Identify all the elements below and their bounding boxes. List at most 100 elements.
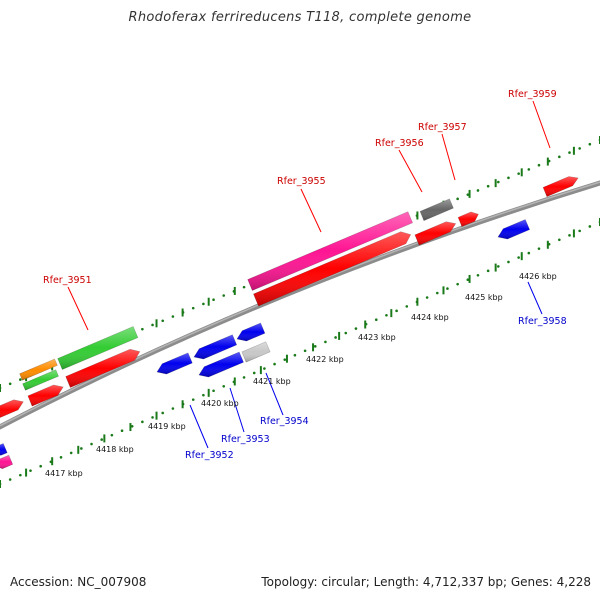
genome-summary: Topology: circular; Length: 4,712,337 bp… bbox=[261, 575, 591, 589]
genome-backbone bbox=[0, 180, 600, 430]
scale-dot-lower bbox=[202, 393, 205, 397]
gene-label-forward: Rfer_3957 bbox=[418, 122, 467, 133]
scale-dot-upper bbox=[476, 189, 480, 192]
scale-dot-upper bbox=[19, 378, 22, 381]
scale-dot-upper bbox=[568, 151, 571, 154]
scale-dot-lower bbox=[303, 349, 307, 353]
scale-dot-lower bbox=[486, 269, 490, 273]
scale-dot-lower bbox=[69, 451, 73, 455]
scale-dot-lower bbox=[324, 340, 327, 344]
scale-dot-lower bbox=[110, 433, 114, 437]
scale-dot-upper bbox=[191, 306, 195, 310]
gene-block-shade bbox=[420, 198, 454, 221]
kbp-label: 4419 kbp bbox=[148, 422, 186, 431]
scale-dot-lower bbox=[120, 429, 124, 433]
scale-dot-lower bbox=[100, 438, 103, 441]
scale-dot-upper bbox=[558, 155, 561, 159]
scale-dot-lower bbox=[446, 287, 449, 290]
scale-dot-lower bbox=[476, 273, 480, 277]
scale-dot-lower bbox=[395, 309, 398, 313]
scale-dot-lower bbox=[558, 238, 561, 242]
scale-dot-lower bbox=[141, 420, 144, 424]
leader-line-reverse bbox=[229, 387, 245, 433]
scale-dot-upper bbox=[212, 298, 215, 302]
scale-dot-lower bbox=[527, 251, 531, 255]
gene-block-shade bbox=[57, 326, 138, 370]
scale-dot-lower bbox=[29, 469, 32, 472]
scale-dot-upper bbox=[537, 163, 541, 167]
scale-dot-lower bbox=[588, 225, 592, 228]
scale-dot-lower bbox=[507, 260, 510, 264]
leader-line-forward bbox=[398, 149, 423, 193]
scale-dot-lower bbox=[222, 385, 226, 388]
scale-dot-lower bbox=[263, 367, 266, 370]
scale-dot-upper bbox=[588, 142, 592, 146]
leader-line-forward bbox=[532, 100, 551, 149]
scale-dot-lower bbox=[435, 291, 439, 295]
scale-dot-lower bbox=[80, 447, 83, 450]
gene-label-forward: Rfer_3951 bbox=[43, 275, 92, 286]
kbp-label: 4420 kbp bbox=[201, 399, 239, 408]
scale-dot-lower bbox=[90, 442, 93, 446]
leader-line-forward bbox=[441, 133, 456, 181]
scale-dot-upper bbox=[222, 294, 226, 297]
scale-dot-lower bbox=[497, 265, 500, 268]
scale-dot-lower bbox=[39, 464, 42, 468]
scale-dot-lower bbox=[242, 376, 246, 379]
scale-dot-upper bbox=[141, 327, 144, 331]
scale-dot-lower bbox=[344, 331, 348, 335]
scale-dot-upper bbox=[517, 172, 520, 175]
kbp-label: 4423 kbp bbox=[358, 333, 396, 342]
gene-block-shade bbox=[247, 211, 413, 291]
scale-dot-lower bbox=[334, 336, 337, 339]
scale-dot-upper bbox=[527, 168, 531, 171]
map-title: Rhodoferax ferrireducens T118, complete … bbox=[128, 10, 472, 25]
kbp-label: 4418 kbp bbox=[96, 445, 134, 454]
gene-arrow-forward-shade bbox=[65, 349, 140, 388]
scale-dot-upper bbox=[507, 176, 510, 180]
kbp-label: 4424 kbp bbox=[411, 313, 449, 322]
gene-label-forward: Rfer_3959 bbox=[508, 89, 557, 100]
scale-dot-upper bbox=[242, 285, 246, 289]
gene-block-shade bbox=[22, 369, 59, 391]
gene-arrow-reverse-shade bbox=[157, 352, 193, 374]
scale-dot-lower bbox=[212, 389, 215, 393]
scale-dot-lower bbox=[466, 278, 470, 282]
kbp-label: 4422 kbp bbox=[306, 355, 344, 364]
scale-dot-lower bbox=[456, 282, 459, 286]
gene-arrow-forward-shade bbox=[253, 231, 411, 306]
leader-line-forward bbox=[67, 286, 89, 331]
scale-dot-upper bbox=[497, 180, 500, 184]
gene-label-reverse: Rfer_3953 bbox=[221, 434, 270, 445]
scale-dot-upper bbox=[161, 319, 165, 323]
scale-dot-lower bbox=[8, 478, 12, 481]
gene-block-shade bbox=[241, 341, 271, 363]
scale-dot-upper bbox=[202, 302, 205, 306]
scale-dot-upper bbox=[8, 382, 12, 386]
gene-label-reverse: Rfer_3958 bbox=[518, 316, 567, 327]
scale-dot-lower bbox=[385, 313, 388, 317]
genome-backbone-highlight bbox=[0, 181, 600, 427]
gene-arrow-reverse-shade bbox=[498, 219, 530, 239]
kbp-label: 4425 kbp bbox=[465, 293, 503, 302]
gene-arrow-forward-shade bbox=[414, 221, 456, 246]
gene-arrow-forward-shade bbox=[458, 211, 479, 227]
gene-arrow-forward-shade bbox=[27, 385, 64, 407]
gene-arrow-reverse-shade bbox=[194, 334, 237, 359]
gene-label-reverse: Rfer_3954 bbox=[260, 416, 309, 427]
scale-dot-lower bbox=[19, 473, 22, 477]
gene-arrow-forward-shade bbox=[0, 399, 24, 418]
leader-line-reverse bbox=[527, 281, 543, 315]
scale-dot-lower bbox=[293, 353, 297, 357]
gene-arrow-reverse-shade bbox=[237, 323, 265, 341]
scale-dot-upper bbox=[486, 184, 490, 188]
scale-dot-lower bbox=[578, 229, 581, 233]
scale-dot-lower bbox=[405, 305, 409, 308]
scale-dot-lower bbox=[151, 416, 154, 419]
scale-dot-upper bbox=[578, 147, 581, 150]
gene-label-forward: Rfer_3956 bbox=[375, 138, 424, 149]
scale-dot-lower bbox=[283, 358, 287, 361]
scale-dot-lower bbox=[354, 327, 358, 330]
gene-label-forward: Rfer_3955 bbox=[277, 176, 326, 187]
scale-dot-lower bbox=[161, 411, 165, 415]
